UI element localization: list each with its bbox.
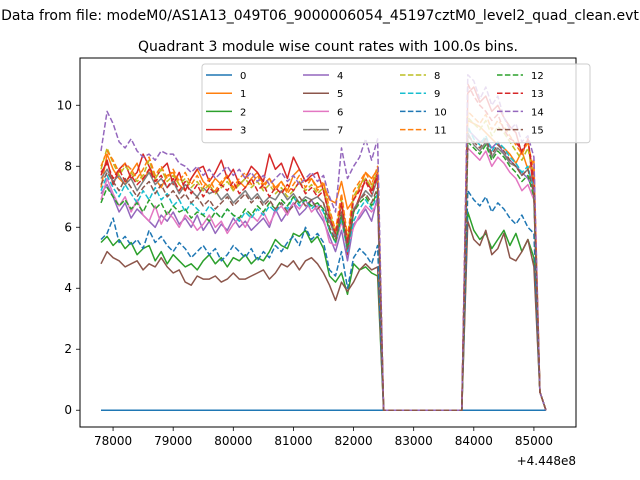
- x-tick-label: 85000: [515, 434, 553, 448]
- x-offset-label: +4.448e8: [517, 454, 576, 468]
- legend-label-7: 7: [337, 126, 343, 137]
- legend-box: [201, 63, 591, 144]
- x-tick-label: 81000: [274, 434, 312, 448]
- legend-label-11: 11: [434, 126, 447, 137]
- legend-label-14: 14: [531, 107, 544, 118]
- y-tick-label: 8: [64, 159, 72, 173]
- y-tick-label: 0: [64, 403, 72, 417]
- legend-label-9: 9: [434, 89, 440, 100]
- series-line-9: [100, 125, 547, 411]
- legend-label-4: 4: [337, 71, 343, 82]
- chart-title: Quadrant 3 module wise count rates with …: [138, 39, 518, 55]
- x-tick-label: 78000: [94, 434, 132, 448]
- series-line-2: [100, 211, 547, 411]
- series-line-10: [100, 189, 547, 411]
- y-tick-label: 10: [57, 98, 72, 112]
- series-line-14: [100, 74, 547, 411]
- y-axis: 0 2 4 6 8 10: [57, 98, 80, 417]
- legend-label-1: 1: [240, 89, 246, 100]
- legend-label-3: 3: [240, 126, 246, 137]
- legend-label-5: 5: [337, 89, 343, 100]
- series-line-6: [100, 147, 547, 411]
- legend-label-10: 10: [434, 107, 447, 118]
- x-tick-label: 80000: [214, 434, 252, 448]
- x-tick-label: 84000: [455, 434, 493, 448]
- legend-label-13: 13: [531, 89, 544, 100]
- series-line-12: [100, 141, 547, 411]
- legend-label-15: 15: [531, 126, 544, 137]
- legend-label-6: 6: [337, 107, 343, 118]
- axes-frame: [79, 57, 577, 428]
- y-tick-label: 2: [64, 342, 72, 356]
- legend-label-2: 2: [240, 107, 246, 118]
- legend-label-0: 0: [240, 71, 246, 82]
- x-tick-label: 83000: [395, 434, 433, 448]
- legend-label-12: 12: [531, 71, 544, 82]
- series-line-5: [100, 220, 547, 411]
- figure-suptitle: Data from file: modeM0/AS1A13_049T06_900…: [1, 8, 639, 24]
- y-tick-label: 4: [64, 281, 72, 295]
- x-tick-label: 82000: [334, 434, 372, 448]
- y-tick-label: 6: [64, 220, 72, 234]
- x-axis: 78000 79000 80000 81000 82000 83000 84000 85000: [94, 427, 553, 448]
- legend-label-8: 8: [434, 71, 440, 82]
- series-line-15: [100, 135, 547, 411]
- x-tick-label: 79000: [154, 434, 192, 448]
